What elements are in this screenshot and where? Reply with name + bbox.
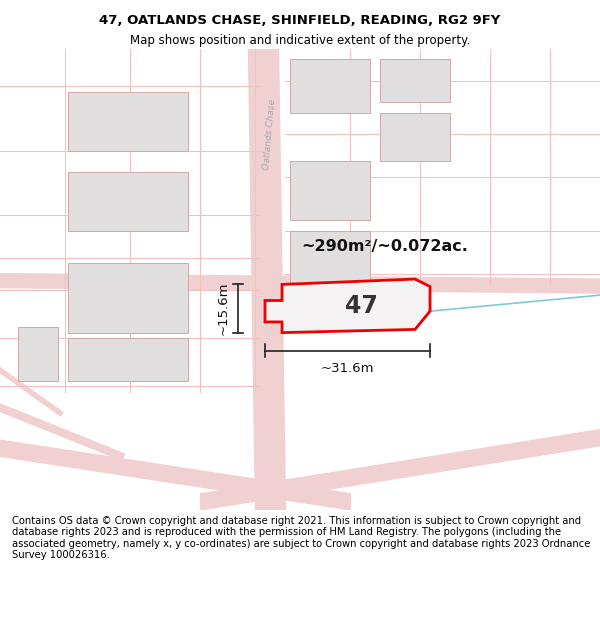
Bar: [290, 231, 370, 284]
Text: Contains OS data © Crown copyright and database right 2021. This information is : Contains OS data © Crown copyright and d…: [12, 516, 590, 561]
Bar: [68, 338, 188, 381]
Bar: [290, 161, 370, 220]
Bar: [68, 263, 188, 332]
Text: Oatlands Chase: Oatlands Chase: [262, 99, 278, 170]
Polygon shape: [265, 279, 430, 332]
Text: Map shows position and indicative extent of the property.: Map shows position and indicative extent…: [130, 34, 470, 47]
Text: ~31.6m: ~31.6m: [321, 361, 374, 374]
Bar: [18, 328, 58, 381]
Text: 47, OATLANDS CHASE, SHINFIELD, READING, RG2 9FY: 47, OATLANDS CHASE, SHINFIELD, READING, …: [100, 14, 500, 27]
Text: ~290m²/~0.072ac.: ~290m²/~0.072ac.: [302, 239, 469, 254]
Bar: [380, 113, 450, 161]
Bar: [68, 172, 188, 231]
Bar: [290, 59, 370, 113]
Text: 47: 47: [344, 294, 377, 318]
Bar: [380, 59, 450, 102]
Text: ~15.6m: ~15.6m: [217, 282, 230, 335]
Bar: [68, 92, 188, 151]
